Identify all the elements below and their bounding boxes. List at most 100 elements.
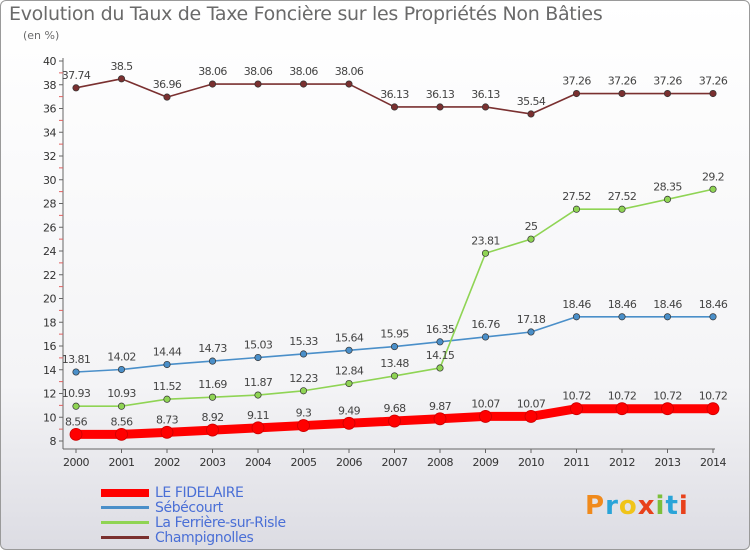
data-point — [390, 372, 399, 380]
logo-letter: i — [678, 491, 689, 521]
data-label: 10.72 — [653, 390, 682, 403]
data-label: 36.13 — [380, 88, 409, 101]
data-point — [618, 205, 626, 213]
data-point — [709, 185, 717, 193]
legend-label: Champignolles — [155, 529, 254, 546]
y-tick-label: 8 — [50, 435, 57, 448]
legend-item: Sébécourt — [101, 499, 286, 516]
data-label: 38.06 — [289, 65, 318, 78]
y-tick-label: 28 — [43, 198, 56, 211]
y-tick-label: 10 — [43, 411, 56, 424]
data-label: 29.2 — [702, 170, 724, 183]
data-point — [117, 75, 126, 83]
legend-label: La Ferrière-sur-Risle — [155, 514, 286, 531]
data-point — [572, 89, 581, 98]
legend-label: Sébécourt — [155, 499, 223, 516]
x-tick-label: 2004 — [245, 456, 271, 469]
data-label: 36.96 — [153, 78, 182, 91]
logo-letter: t — [665, 491, 679, 521]
data-point — [299, 80, 308, 88]
y-tick-label: 12 — [43, 388, 56, 401]
data-label: 14.44 — [153, 346, 182, 359]
data-label: 37.26 — [653, 75, 682, 88]
data-label: 28.35 — [653, 180, 682, 193]
data-point — [618, 89, 626, 98]
data-point — [299, 387, 308, 395]
legend-swatch — [101, 536, 149, 539]
data-point — [345, 379, 353, 388]
legend-item: La Ferrière-sur-Risle — [101, 514, 286, 531]
data-label: 14.02 — [107, 351, 136, 364]
x-tick-label: 2001 — [109, 456, 135, 469]
data-point — [436, 364, 444, 372]
data-label: 10.93 — [62, 387, 91, 400]
data-label: 27.52 — [608, 190, 637, 203]
data-label: 23.81 — [471, 234, 500, 247]
x-tick-label: 2008 — [427, 456, 453, 469]
data-label: 35.54 — [517, 95, 546, 108]
data-point — [72, 84, 80, 92]
data-point — [160, 425, 174, 439]
chart-subtitle: (en %) — [23, 29, 60, 42]
data-point — [706, 402, 720, 416]
data-label: 37.74 — [62, 69, 91, 82]
data-point — [117, 365, 126, 374]
data-label: 18.46 — [562, 298, 591, 311]
y-tick-label: 24 — [43, 245, 56, 258]
data-point — [299, 350, 308, 358]
y-tick-label: 32 — [43, 150, 56, 163]
data-label: 38.06 — [198, 65, 227, 78]
data-label: 9.3 — [296, 407, 312, 420]
data-point — [72, 368, 80, 376]
data-label: 13.81 — [62, 353, 91, 366]
data-point — [390, 343, 399, 351]
data-point — [254, 391, 262, 399]
data-point — [527, 328, 535, 336]
data-point — [618, 313, 626, 321]
x-tick-label: 2013 — [655, 456, 681, 469]
data-point — [433, 412, 447, 426]
legend: LE FIDELAIRE Sébécourt La Ferrière-sur-Ris… — [101, 485, 286, 546]
data-label: 13.48 — [380, 357, 409, 370]
data-point — [524, 410, 538, 423]
data-point — [663, 195, 672, 203]
y-tick-label: 34 — [43, 126, 56, 139]
y-tick-label: 26 — [43, 221, 56, 234]
data-label: 18.46 — [653, 298, 682, 311]
data-label: 25 — [525, 220, 538, 233]
data-point — [663, 313, 672, 321]
y-tick-label: 40 — [43, 55, 56, 68]
y-tick-label: 14 — [43, 364, 56, 377]
data-point — [436, 103, 444, 111]
data-label: 38.5 — [110, 60, 133, 73]
x-tick-label: 2011 — [564, 456, 590, 469]
x-tick-label: 2000 — [63, 456, 89, 469]
data-label: 8.56 — [110, 415, 133, 428]
data-label: 17.18 — [517, 313, 546, 326]
data-label: 38.06 — [335, 65, 364, 78]
data-label: 18.46 — [608, 298, 637, 311]
data-label: 15.64 — [335, 331, 364, 344]
legend-swatch — [101, 521, 149, 524]
legend-swatch — [101, 506, 149, 509]
chart-title: Evolution du Taux de Taxe Foncière sur l… — [9, 3, 603, 25]
data-label: 15.33 — [289, 335, 318, 348]
data-point — [481, 249, 490, 257]
y-tick-label: 38 — [43, 79, 56, 92]
data-point — [254, 80, 262, 88]
data-point — [163, 395, 171, 403]
data-label: 16.76 — [471, 318, 500, 331]
data-point — [342, 416, 356, 430]
data-point — [345, 80, 353, 88]
x-tick-label: 2002 — [154, 456, 180, 469]
logo-letter: x — [637, 491, 656, 521]
data-point — [527, 235, 535, 243]
data-label: 36.13 — [471, 88, 500, 101]
data-label: 27.52 — [562, 190, 591, 203]
data-label: 12.23 — [289, 372, 318, 385]
data-point — [345, 346, 353, 354]
data-point — [709, 89, 717, 98]
logo-letter: r — [605, 491, 619, 521]
